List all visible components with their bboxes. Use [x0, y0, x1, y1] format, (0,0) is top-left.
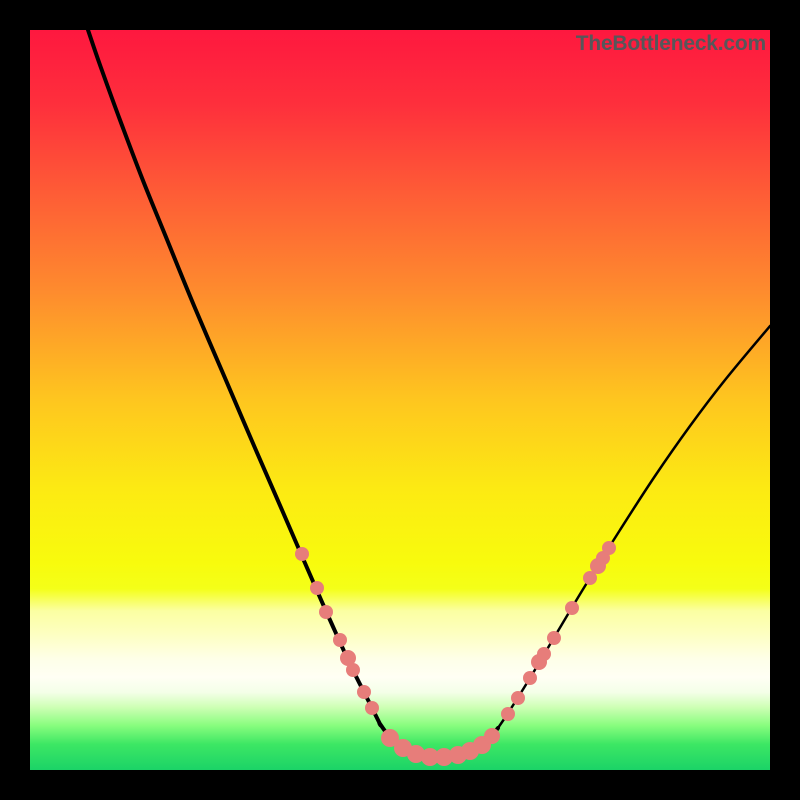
chart-container: TheBottleneck.com [0, 0, 800, 800]
left-marker [333, 633, 347, 647]
valley-marker [484, 728, 500, 744]
curve-layer [30, 30, 770, 770]
right-marker [547, 631, 561, 645]
bottleneck-curve [88, 30, 770, 758]
watermark-text: TheBottleneck.com [576, 32, 766, 56]
left-marker [310, 581, 324, 595]
right-marker [565, 601, 579, 615]
data-markers [295, 541, 616, 766]
curve-left-branch [88, 30, 498, 758]
left-marker [295, 547, 309, 561]
right-marker [501, 707, 515, 721]
right-marker [523, 671, 537, 685]
right-marker [602, 541, 616, 555]
plot-area [30, 30, 770, 770]
left-marker [346, 663, 360, 677]
left-marker [319, 605, 333, 619]
right-marker [537, 647, 551, 661]
left-marker [365, 701, 379, 715]
right-marker [511, 691, 525, 705]
left-marker [357, 685, 371, 699]
